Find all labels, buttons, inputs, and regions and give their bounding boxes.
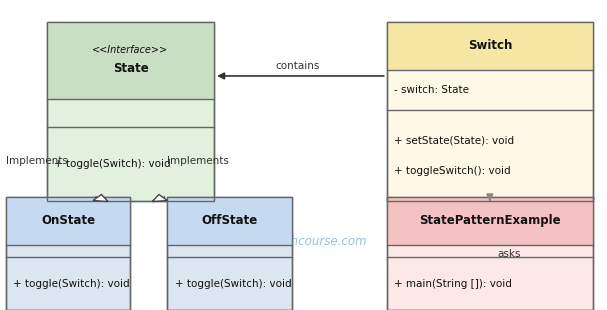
Text: Implements: Implements (6, 156, 68, 166)
Text: <<Interface>>: <<Interface>> (92, 45, 169, 55)
Bar (168, 197, 292, 245)
Text: + toggle(Switch): void: + toggle(Switch): void (54, 159, 171, 169)
Text: + toggle(Switch): void: + toggle(Switch): void (175, 279, 291, 289)
Text: Implements: Implements (167, 156, 229, 166)
Text: + main(String []): void: + main(String []): void (394, 279, 512, 289)
Bar (387, 22, 593, 202)
Text: - switch: State: - switch: State (394, 85, 469, 95)
Text: StatePatternExample: StatePatternExample (419, 215, 561, 227)
Text: State: State (113, 62, 148, 75)
Bar (168, 197, 292, 310)
Text: + toggleSwitch(): void: + toggleSwitch(): void (394, 166, 510, 176)
Text: Switch: Switch (467, 39, 512, 52)
Bar (387, 197, 593, 245)
Bar (6, 197, 130, 310)
Text: OffState: OffState (202, 215, 257, 227)
Polygon shape (93, 194, 108, 202)
Bar (6, 197, 130, 245)
Text: asks: asks (498, 249, 521, 259)
Bar (387, 22, 593, 202)
Text: + toggle(Switch): void: + toggle(Switch): void (13, 279, 130, 289)
Bar (6, 197, 130, 310)
Bar (387, 22, 593, 70)
Bar (47, 22, 214, 99)
Text: techcrashcourse.com: techcrashcourse.com (240, 235, 367, 248)
Bar (47, 22, 214, 202)
Text: + setState(State): void: + setState(State): void (394, 135, 514, 145)
Bar (387, 197, 593, 310)
Bar (47, 22, 214, 202)
Polygon shape (152, 194, 168, 202)
Bar (387, 197, 593, 310)
Text: contains: contains (275, 61, 320, 71)
Text: OnState: OnState (41, 215, 95, 227)
Bar (168, 197, 292, 310)
